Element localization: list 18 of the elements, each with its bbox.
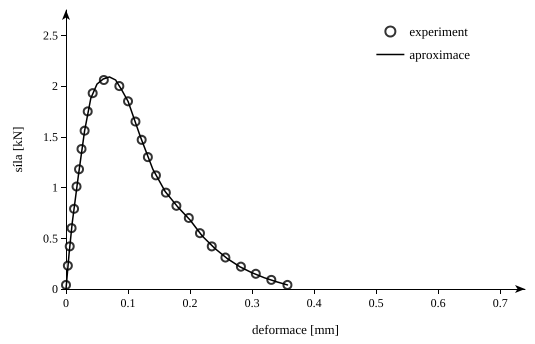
y-axis-title: síla [kN] <box>10 126 25 172</box>
legend-label: aproximace <box>409 47 470 62</box>
legend-label: experiment <box>409 24 468 39</box>
x-tick-label: 0.3 <box>244 296 260 310</box>
y-tick-label: 2 <box>52 79 58 94</box>
y-tick-label: 2.5 <box>43 28 58 42</box>
x-tick-label: 0.1 <box>120 296 136 310</box>
y-tick-label: 1 <box>52 180 58 195</box>
x-tick-label: 0.5 <box>368 296 384 310</box>
y-tick-label: 0 <box>52 282 58 296</box>
x-tick-label: 0 <box>63 296 69 310</box>
x-tick-label: 0.4 <box>306 296 322 310</box>
x-tick-label: 0.6 <box>430 296 446 310</box>
x-tick-label: 0.2 <box>182 296 198 310</box>
y-tick-label: 0.5 <box>43 231 58 246</box>
y-tick-label: 1.5 <box>43 130 58 144</box>
x-axis-title: deformace [mm] <box>252 322 339 337</box>
x-tick-label: 0.7 <box>492 296 508 310</box>
